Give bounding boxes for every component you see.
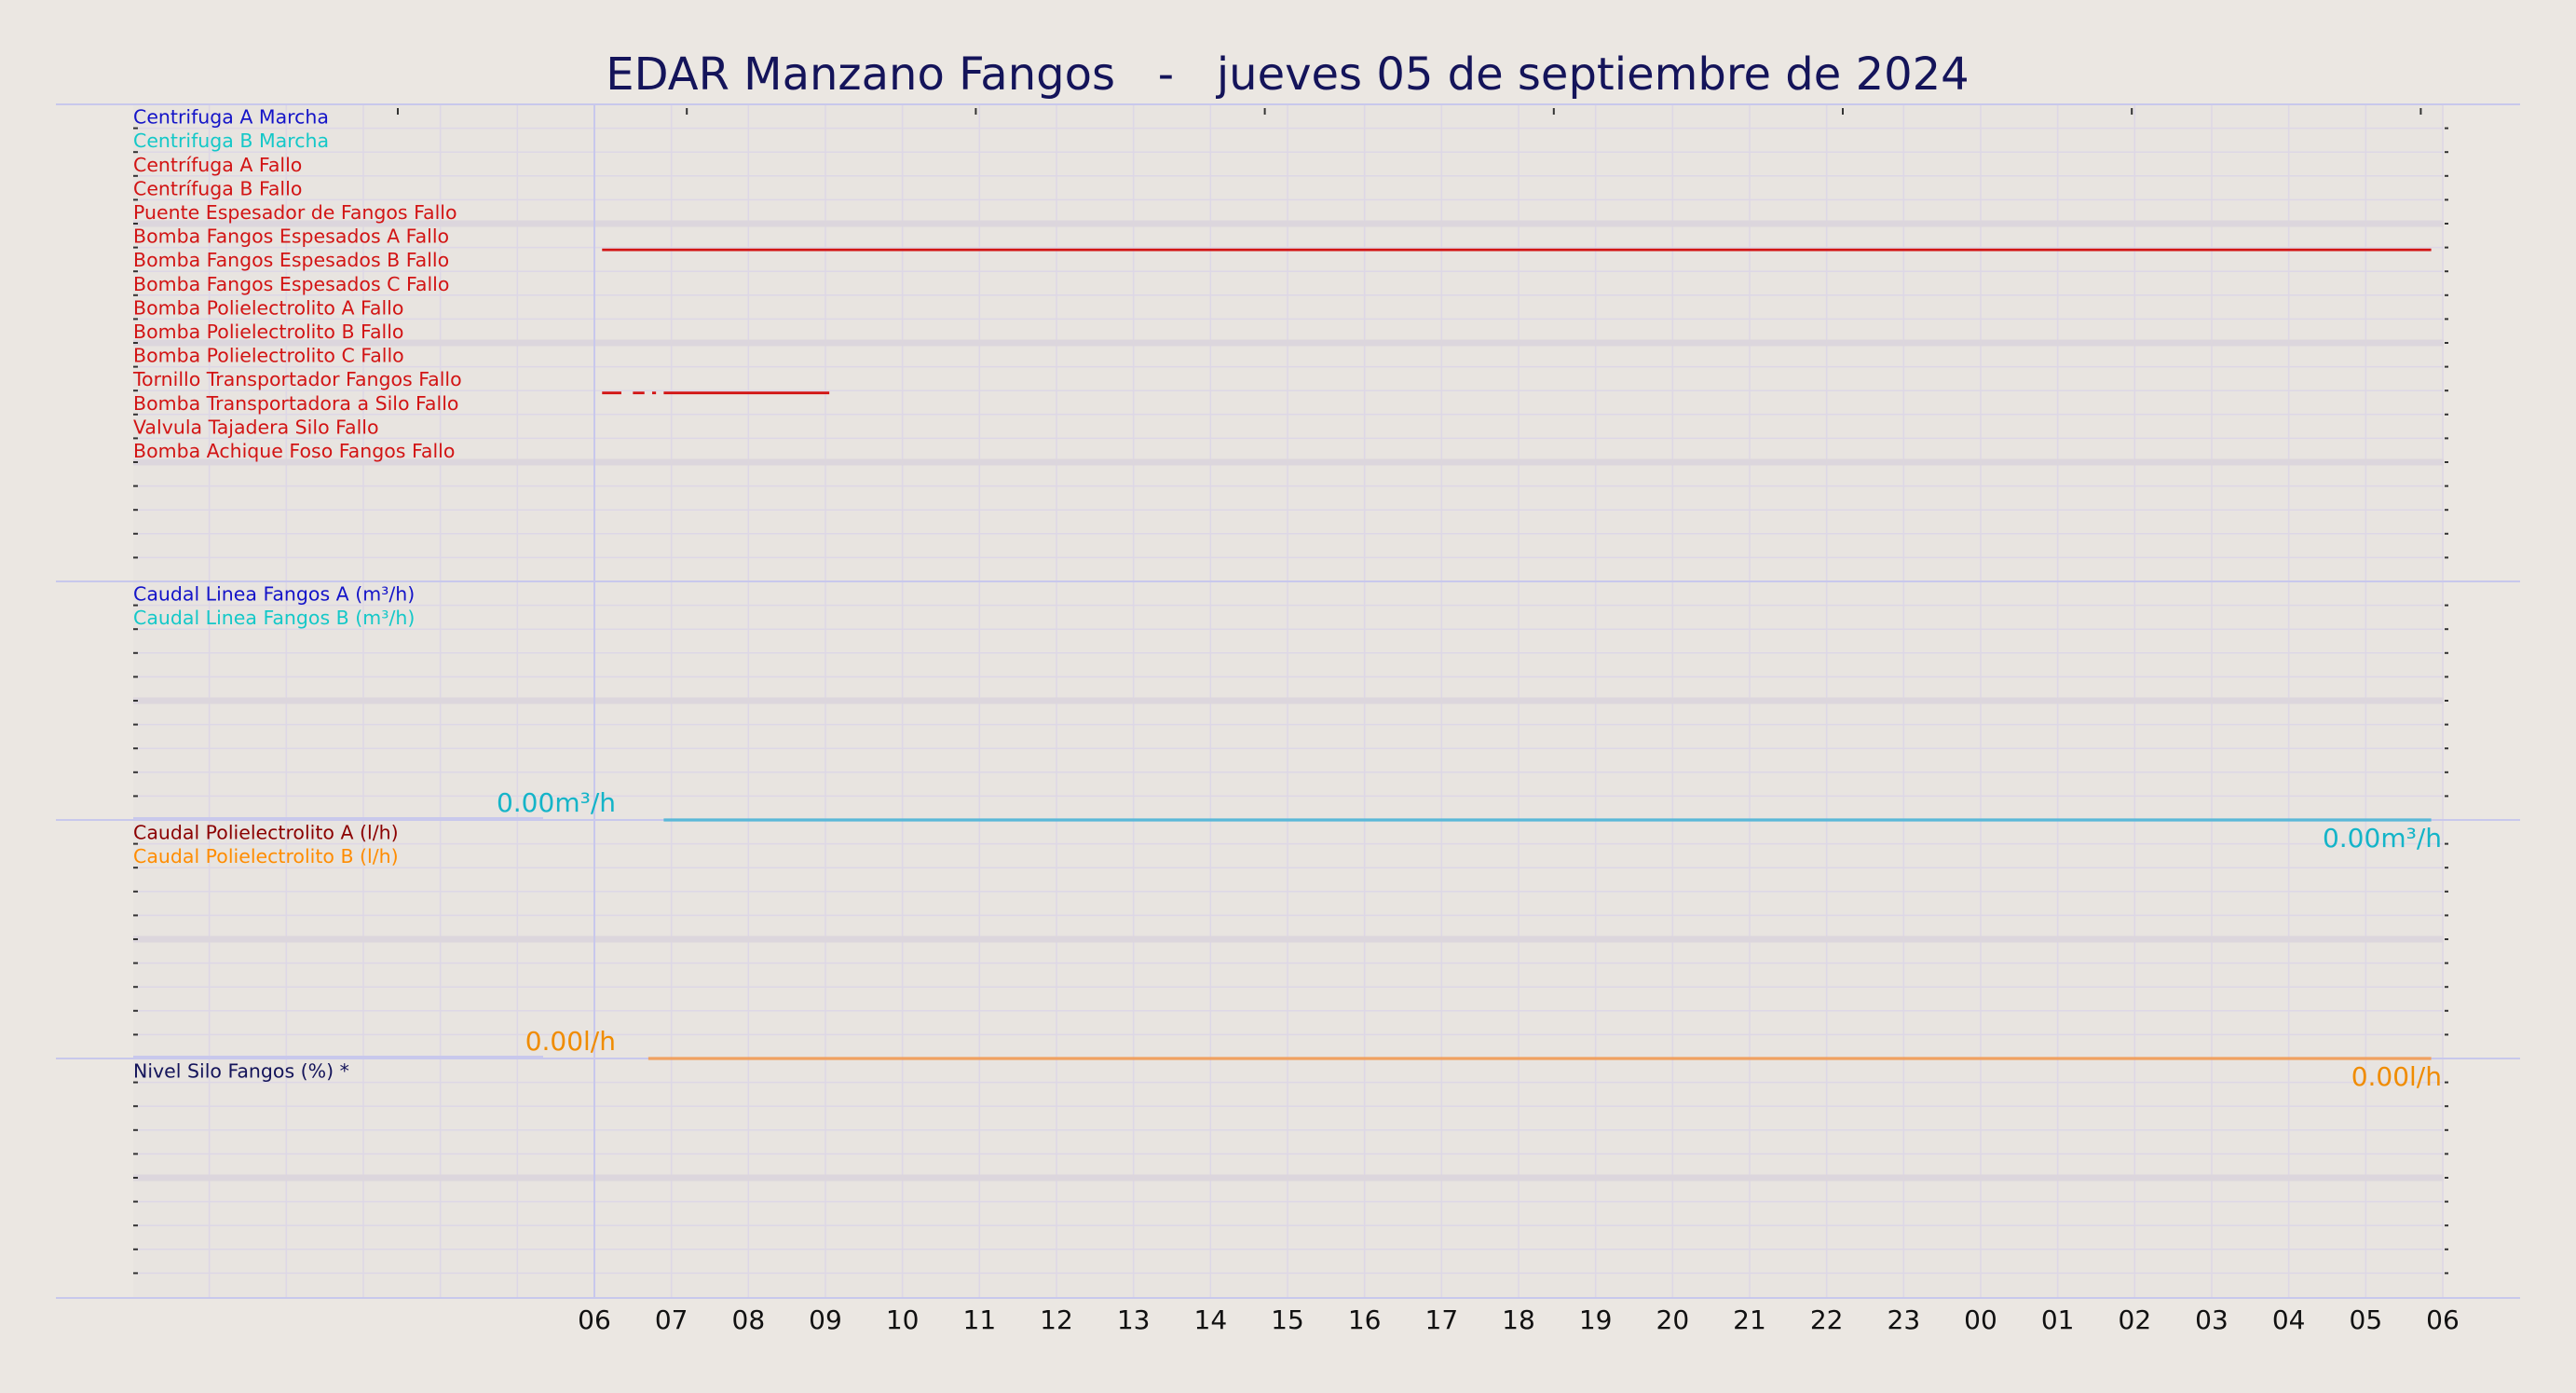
x-tick-label: 13: [1117, 1304, 1151, 1335]
legend-entry: Bomba Fangos Espesados A Fallo: [133, 225, 449, 248]
legend-entry: Caudal Polielectrolito A (l/h): [133, 822, 399, 844]
legend-entry: Caudal Linea Fangos B (m³/h): [133, 607, 415, 629]
start-value-label: 0.00m³/h: [497, 787, 616, 818]
legend-entry: Bomba Polielectrolito B Fallo: [133, 321, 403, 343]
legend-entry: Puente Espesador de Fangos Fallo: [133, 201, 457, 224]
legend-entry: Centrífuga A Fallo: [133, 154, 302, 176]
x-tick-label: 14: [1194, 1304, 1228, 1335]
legend-entry: Bomba Fangos Espesados B Fallo: [133, 249, 449, 271]
x-tick-label: 04: [2272, 1304, 2306, 1335]
x-tick-label: 10: [886, 1304, 920, 1335]
x-tick-label: 06: [2426, 1304, 2460, 1335]
x-tick-label: 08: [732, 1304, 766, 1335]
legend-entry: Bomba Achique Foso Fangos Fallo: [133, 440, 455, 462]
x-tick-label: 05: [2350, 1304, 2383, 1335]
legend-entry: Centrífuga B Fallo: [133, 177, 302, 199]
x-tick-label: 17: [1425, 1304, 1459, 1335]
x-tick-label: 01: [2041, 1304, 2075, 1335]
x-tick-label: 22: [1810, 1304, 1844, 1335]
x-tick-label: 06: [578, 1304, 611, 1335]
x-tick-label: 20: [1656, 1304, 1690, 1335]
end-value-label: 0.00l/h: [2351, 1061, 2442, 1092]
x-tick-label: 23: [1888, 1304, 1921, 1335]
legend-entry: Centrifuga A Marcha: [133, 106, 329, 129]
x-tick-label: 02: [2119, 1304, 2152, 1335]
x-tick-label: 03: [2195, 1304, 2228, 1335]
legend-entry: Tornillo Transportador Fangos Fallo: [132, 368, 462, 390]
legend-entry: Valvula Tajadera Silo Fallo: [133, 416, 379, 438]
legend-entry: Centrifuga B Marcha: [133, 130, 329, 152]
x-tick-label: 18: [1502, 1304, 1535, 1335]
end-value-label: 0.00m³/h: [2323, 823, 2442, 854]
legend-entry: Caudal Polielectrolito B (l/h): [133, 845, 399, 867]
x-tick-label: 11: [963, 1304, 997, 1335]
legend-entry: Bomba Fangos Espesados C Fallo: [133, 273, 449, 295]
legend-entry: Bomba Polielectrolito C Fallo: [133, 345, 404, 367]
x-tick-label: 21: [1733, 1304, 1766, 1335]
legend-entry: Bomba Transportadora a Silo Fallo: [133, 392, 458, 415]
x-tick-label: 07: [655, 1304, 688, 1335]
x-tick-label: 16: [1348, 1304, 1382, 1335]
start-value-label: 0.00l/h: [525, 1026, 616, 1057]
x-tick-label: 12: [1040, 1304, 1073, 1335]
legend-entry: Caudal Linea Fangos A (m³/h): [133, 583, 415, 606]
legend-entry: Bomba Polielectrolito A Fallo: [133, 296, 403, 319]
x-tick-label: 19: [1579, 1304, 1613, 1335]
x-tick-label: 00: [1964, 1304, 1997, 1335]
x-tick-label: 15: [1271, 1304, 1304, 1335]
legend-entry: Nivel Silo Fangos (%) *: [133, 1060, 349, 1083]
chart-title: EDAR Manzano Fangos - jueves 05 de septi…: [606, 48, 1969, 101]
x-tick-label: 09: [809, 1304, 842, 1335]
